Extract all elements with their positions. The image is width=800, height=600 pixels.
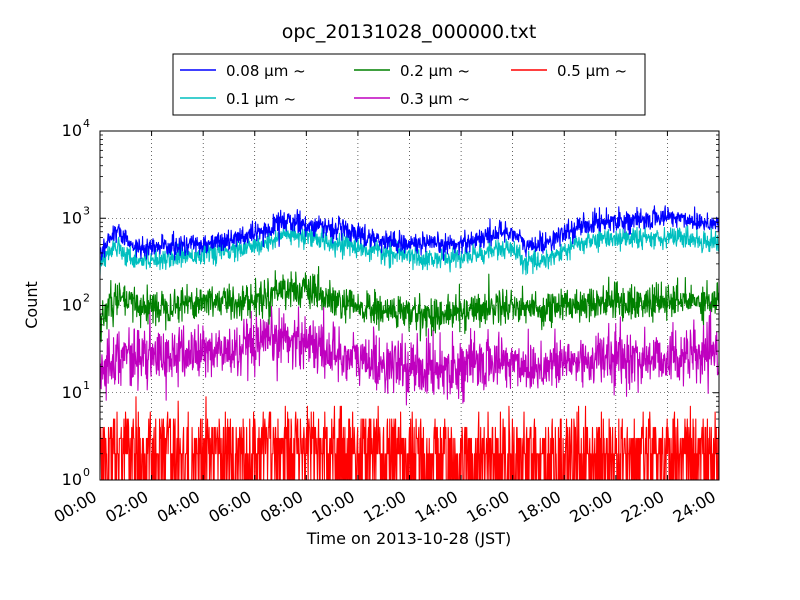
legend-box bbox=[172, 53, 646, 116]
series-line-3 bbox=[100, 302, 719, 406]
x-tick-label: 04:00 bbox=[154, 487, 203, 527]
x-tick-label: 02:00 bbox=[102, 487, 151, 527]
legend-label-3: 0.3 μm ~ bbox=[400, 90, 470, 108]
x-axis-label: Time on 2013-10-28 (JST) bbox=[306, 529, 511, 548]
legend-label-2: 0.2 μm ~ bbox=[400, 62, 470, 80]
y-tick-label: 10 bbox=[62, 121, 82, 140]
x-tick-label: 08:00 bbox=[257, 487, 306, 527]
x-tick-label: 06:00 bbox=[205, 487, 254, 527]
x-tick-label: 12:00 bbox=[360, 487, 409, 527]
x-tick-label: 00:00 bbox=[51, 487, 100, 527]
y-tick-label: 10 bbox=[62, 208, 82, 227]
series-line-2 bbox=[100, 265, 719, 343]
x-tick-labels: 00:00 02:00 04:00 06:00 08:00 10:00 12:00 14:00… bbox=[51, 487, 719, 527]
y-tick-label: 10 bbox=[62, 470, 82, 489]
x-tick-label: 10:00 bbox=[308, 487, 357, 527]
series-line-4 bbox=[100, 396, 719, 480]
y-tick-label-exponent: 0 bbox=[83, 466, 90, 479]
x-tick-label: 20:00 bbox=[566, 487, 615, 527]
x-tick-label: 16:00 bbox=[463, 487, 512, 527]
legend-label-4: 0.5 μm ~ bbox=[557, 62, 627, 80]
x-tick-label: 14:00 bbox=[412, 487, 461, 527]
x-tick-label: 18:00 bbox=[515, 487, 564, 527]
y-axis-label: Count bbox=[22, 281, 41, 329]
chart-title: opc_20131028_000000.txt bbox=[282, 21, 537, 43]
y-tick-label: 10 bbox=[62, 383, 82, 402]
y-tick-label-exponent: 3 bbox=[83, 204, 90, 217]
y-tick-label-exponent: 1 bbox=[83, 379, 90, 392]
plot-frame bbox=[99, 130, 720, 481]
legend-label-1: 0.1 μm ~ bbox=[226, 90, 296, 108]
series-line-1 bbox=[100, 223, 719, 276]
x-tick-label: 22:00 bbox=[618, 487, 667, 527]
series-line-0 bbox=[100, 205, 719, 262]
series-layer bbox=[100, 205, 719, 480]
legend: 0.08 μm ~ 0.1 μm ~ 0.2 μm ~ 0.3 μm ~ 0.5 μm … bbox=[172, 53, 646, 116]
y-tick-label-exponent: 2 bbox=[83, 292, 90, 305]
legend-label-0: 0.08 μm ~ bbox=[226, 62, 306, 80]
y-tick-label-exponent: 4 bbox=[83, 117, 90, 130]
x-tick-label: 24:00 bbox=[670, 487, 719, 527]
y-tick-label: 10 bbox=[62, 296, 82, 315]
